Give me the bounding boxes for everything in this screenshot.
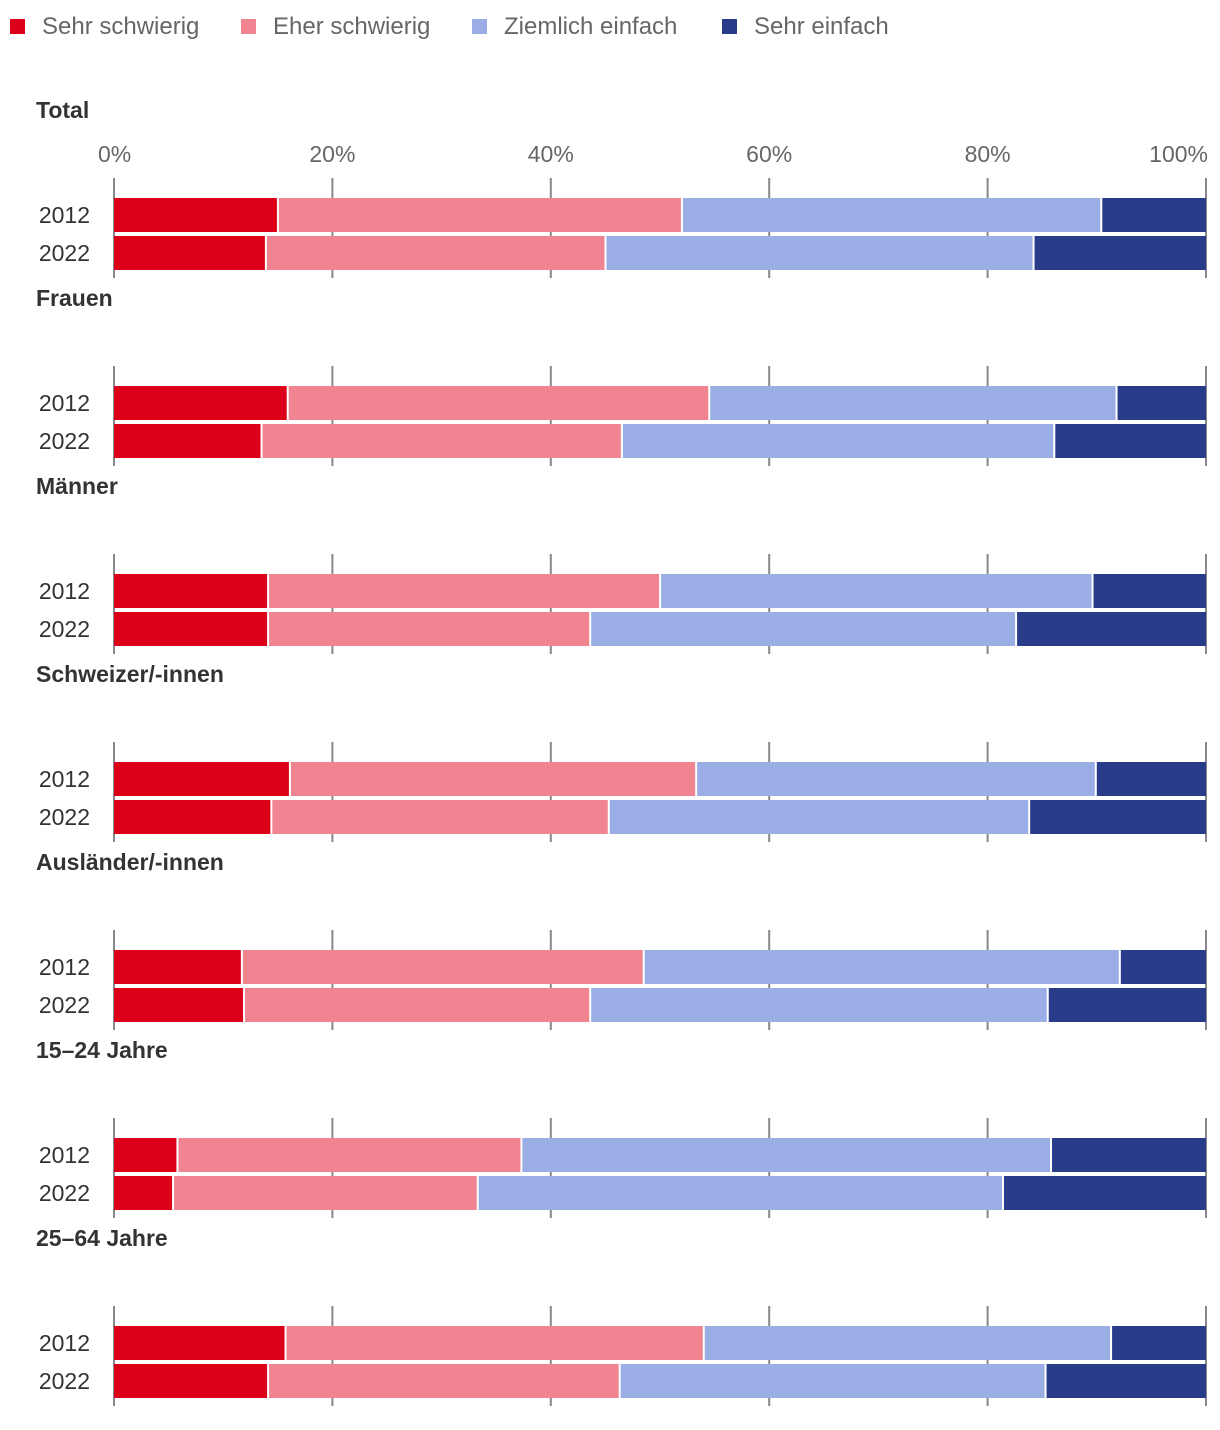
- legend-label: Sehr einfach: [754, 13, 889, 40]
- bar-segment: [606, 236, 1033, 270]
- year-label: 2012: [39, 390, 90, 416]
- bar-segment: [114, 762, 289, 796]
- bar-segment: [114, 236, 265, 270]
- year-label: 2012: [39, 766, 90, 792]
- bar-segment: [1048, 988, 1206, 1022]
- bar-segment: [1096, 762, 1206, 796]
- bar-segment: [1003, 1176, 1206, 1210]
- bar-segment: [269, 574, 660, 608]
- legend-swatch: [472, 19, 487, 34]
- bar-segment: [269, 1364, 619, 1398]
- bar-segment: [262, 424, 621, 458]
- bar-segment: [1034, 236, 1206, 270]
- bar-segment: [1093, 574, 1206, 608]
- bar-segment: [174, 1176, 477, 1210]
- bar-segment: [114, 612, 268, 646]
- bar-segment: [288, 386, 709, 420]
- bar-segment: [242, 950, 643, 984]
- year-label: 2022: [39, 992, 90, 1018]
- year-label: 2022: [39, 804, 90, 830]
- bar-segment: [522, 1138, 1051, 1172]
- year-label: 2022: [39, 1368, 90, 1394]
- bar-segment: [245, 988, 590, 1022]
- bar-segment: [591, 612, 1016, 646]
- legend-label: Eher schwierig: [273, 13, 430, 40]
- legend-label: Sehr schwierig: [42, 13, 199, 40]
- bar-segment: [114, 424, 261, 458]
- bar-segment: [644, 950, 1119, 984]
- bar-segment: [114, 988, 244, 1022]
- legend-swatch: [241, 19, 256, 34]
- x-tick-label: 60%: [746, 141, 792, 167]
- year-label: 2012: [39, 954, 90, 980]
- panel-title: Ausländer/-innen: [36, 849, 224, 875]
- panel-title: 15–24 Jahre: [36, 1037, 168, 1063]
- bar-segment: [278, 198, 681, 232]
- bar-segment: [1030, 800, 1206, 834]
- year-label: 2022: [39, 616, 90, 642]
- year-label: 2012: [39, 1142, 90, 1168]
- bar-segment: [269, 612, 590, 646]
- bar-segment: [609, 800, 1029, 834]
- panel-title: Schweizer/-innen: [36, 661, 224, 687]
- panel-title: Männer: [36, 473, 118, 499]
- panel-title: Total: [36, 97, 89, 123]
- bar-segment: [1055, 424, 1206, 458]
- bar-segment: [710, 386, 1116, 420]
- bar-segment: [1117, 386, 1206, 420]
- bar-segment: [1112, 1326, 1206, 1360]
- bar-segment: [1052, 1138, 1206, 1172]
- bar-segment: [622, 424, 1054, 458]
- bar-segment: [1102, 198, 1206, 232]
- bar-segment: [114, 574, 268, 608]
- year-label: 2012: [39, 1330, 90, 1356]
- bar-segment: [178, 1138, 521, 1172]
- bar-segment: [620, 1364, 1045, 1398]
- x-tick-label: 0%: [98, 141, 131, 167]
- year-label: 2022: [39, 1180, 90, 1206]
- panel-title: Frauen: [36, 285, 113, 311]
- bar-segment: [661, 574, 1092, 608]
- bar-segment: [272, 800, 608, 834]
- bar-segment: [114, 1176, 173, 1210]
- legend-swatch: [10, 19, 25, 34]
- bar-segment: [114, 800, 271, 834]
- legend-label: Ziemlich einfach: [504, 13, 677, 40]
- x-tick-label: 40%: [528, 141, 574, 167]
- legend-swatch: [722, 19, 737, 34]
- bar-segment: [1120, 950, 1206, 984]
- panel-title: 25–64 Jahre: [36, 1225, 168, 1251]
- bar-segment: [704, 1326, 1111, 1360]
- x-tick-label: 100%: [1149, 141, 1208, 167]
- x-tick-label: 20%: [309, 141, 355, 167]
- bar-segment: [591, 988, 1047, 1022]
- year-label: 2022: [39, 240, 90, 266]
- bar-segment: [114, 1364, 268, 1398]
- bar-segment: [286, 1326, 703, 1360]
- x-tick-label: 80%: [965, 141, 1011, 167]
- bar-segment: [114, 386, 287, 420]
- year-label: 2022: [39, 428, 90, 454]
- year-label: 2012: [39, 202, 90, 228]
- bar-segment: [697, 762, 1095, 796]
- bar-segment: [290, 762, 696, 796]
- bar-segment: [114, 198, 277, 232]
- bar-segment: [1046, 1364, 1206, 1398]
- bar-segment: [114, 950, 241, 984]
- year-label: 2012: [39, 578, 90, 604]
- bar-segment: [114, 1326, 285, 1360]
- bar-segment: [478, 1176, 1002, 1210]
- bar-segment: [266, 236, 605, 270]
- bar-segment: [682, 198, 1101, 232]
- bar-segment: [1017, 612, 1206, 646]
- bar-segment: [114, 1138, 177, 1172]
